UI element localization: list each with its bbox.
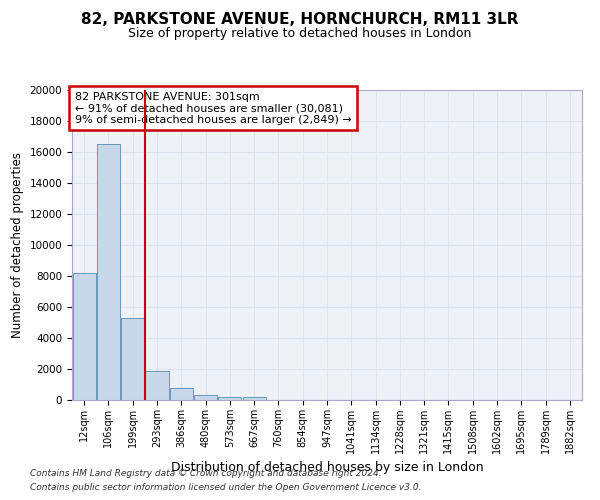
- Text: 82 PARKSTONE AVENUE: 301sqm
← 91% of detached houses are smaller (30,081)
9% of : 82 PARKSTONE AVENUE: 301sqm ← 91% of det…: [74, 92, 352, 124]
- Text: Contains public sector information licensed under the Open Government Licence v3: Contains public sector information licen…: [30, 484, 421, 492]
- Bar: [170, 388, 193, 400]
- Bar: [218, 397, 241, 400]
- Y-axis label: Number of detached properties: Number of detached properties: [11, 152, 24, 338]
- Bar: [73, 273, 95, 400]
- Text: 82, PARKSTONE AVENUE, HORNCHURCH, RM11 3LR: 82, PARKSTONE AVENUE, HORNCHURCH, RM11 3…: [81, 12, 519, 28]
- X-axis label: Distribution of detached houses by size in London: Distribution of detached houses by size …: [170, 462, 484, 474]
- Text: Contains HM Land Registry data © Crown copyright and database right 2024.: Contains HM Land Registry data © Crown c…: [30, 468, 382, 477]
- Bar: [145, 370, 169, 400]
- Bar: [194, 394, 217, 400]
- Bar: [121, 318, 144, 400]
- Text: Size of property relative to detached houses in London: Size of property relative to detached ho…: [128, 28, 472, 40]
- Bar: [242, 397, 266, 400]
- Bar: [97, 144, 120, 400]
